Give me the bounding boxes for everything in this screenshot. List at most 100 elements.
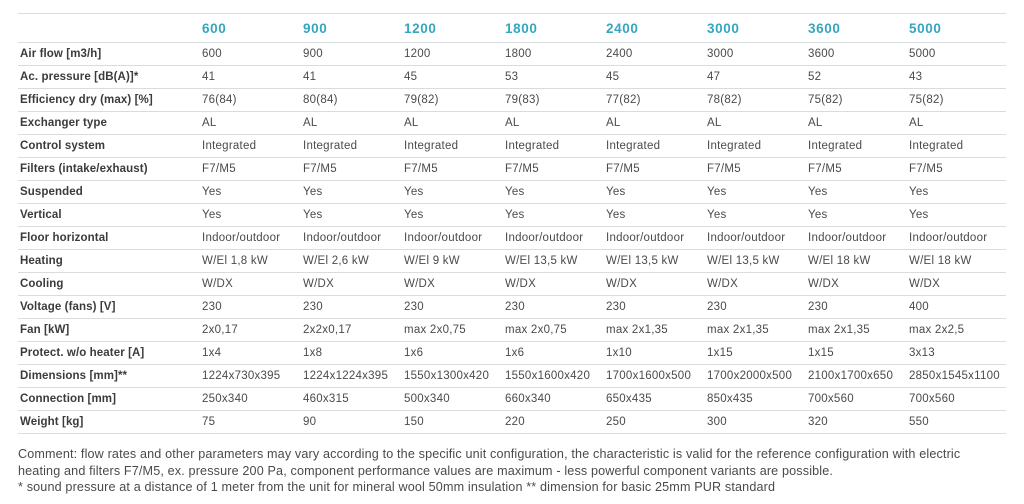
table-header-row: 600 900 1200 1800 2400 3000 3600 5000 <box>18 14 1006 43</box>
table-cell: W/El 13,5 kW <box>707 255 780 267</box>
table-cell: 1x10 <box>606 347 632 359</box>
table-row-10: Heating W/El 1,8 kW W/El 2,6 kW W/El 9 kW W/… <box>18 250 1006 273</box>
table-cell: F7/M5 <box>505 163 539 175</box>
table-cell: Yes <box>505 209 525 221</box>
table-cell: 90 <box>303 416 317 428</box>
table-cell: Yes <box>707 209 727 221</box>
table-cell: 1550x1600x420 <box>505 370 591 382</box>
comment-line-2: heating and filters F7/M5, ex. pressure … <box>18 463 834 478</box>
table-cell: F7/M5 <box>909 163 943 175</box>
table-cell: 45 <box>404 71 418 83</box>
table-cell: 52 <box>808 71 822 83</box>
table-cell: 2100x1700x650 <box>808 370 894 382</box>
table-cell: F7/M5 <box>202 163 236 175</box>
table-cell: 230 <box>505 301 525 313</box>
row-label: Control system <box>20 140 106 152</box>
table-cell: F7/M5 <box>808 163 842 175</box>
table-cell: Integrated <box>404 140 459 152</box>
table-cell: Yes <box>303 186 323 198</box>
row-label: Efficiency dry (max) [%] <box>20 94 153 106</box>
table-cell: 47 <box>707 71 721 83</box>
table-cell: 75(82) <box>808 94 843 106</box>
table-cell: Indoor/outdoor <box>606 232 685 244</box>
table-cell: 1x15 <box>808 347 834 359</box>
table-row-12: Voltage (fans) [V] 230 230 230 230 230 230 230 4… <box>18 296 1006 319</box>
table-cell: max 2x0,75 <box>404 324 466 336</box>
table-cell: 550 <box>909 416 929 428</box>
table-cell: Yes <box>404 209 424 221</box>
table-cell: AL <box>303 117 318 129</box>
table-cell: Yes <box>606 209 626 221</box>
table-cell: F7/M5 <box>707 163 741 175</box>
table-cell: 500x340 <box>404 393 450 405</box>
table-cell: W/DX <box>404 278 436 290</box>
table-cell: 1224x730x395 <box>202 370 281 382</box>
table-cell: W/El 13,5 kW <box>606 255 679 267</box>
table-cell: 76(84) <box>202 94 237 106</box>
table-cell: AL <box>909 117 924 129</box>
column-header-8: 5000 <box>909 20 942 36</box>
table-cell: 700x560 <box>909 393 955 405</box>
table-cell: 700x560 <box>808 393 854 405</box>
comment-line-3: * sound pressure at a distance of 1 mete… <box>18 480 776 494</box>
table-cell: 79(83) <box>505 94 540 106</box>
table-cell: 5000 <box>909 48 936 60</box>
table-cell: 230 <box>707 301 727 313</box>
spec-table: 600 900 1200 1800 2400 3000 3600 5000 Air flow … <box>18 13 1006 434</box>
table-cell: 1x8 <box>303 347 323 359</box>
table-row-15: Dimensions [mm]** 1224x730x395 1224x1224x3… <box>18 365 1006 388</box>
table-cell: AL <box>707 117 722 129</box>
table-cell: 80(84) <box>303 94 338 106</box>
table-cell: 53 <box>505 71 519 83</box>
table-row-3: Efficiency dry (max) [%] 76(84) 80(84) 79(8… <box>18 89 1006 112</box>
table-cell: Indoor/outdoor <box>707 232 786 244</box>
row-label: Ac. pressure [dB(A)]* <box>20 71 139 83</box>
table-cell: W/DX <box>505 278 537 290</box>
table-cell: 230 <box>303 301 323 313</box>
row-label: Filters (intake/exhaust) <box>20 163 148 175</box>
table-cell: W/DX <box>707 278 739 290</box>
table-cell: F7/M5 <box>606 163 640 175</box>
table-cell: 43 <box>909 71 923 83</box>
column-header-1: 600 <box>202 20 227 36</box>
table-cell: 900 <box>303 48 323 60</box>
table-cell: 1x4 <box>202 347 222 359</box>
table-cell: Yes <box>606 186 626 198</box>
table-cell: Indoor/outdoor <box>909 232 988 244</box>
row-label: Voltage (fans) [V] <box>20 301 116 313</box>
table-cell: Yes <box>808 209 828 221</box>
table-cell: max 2x1,35 <box>707 324 769 336</box>
table-cell: Integrated <box>808 140 863 152</box>
table-cell: 41 <box>303 71 317 83</box>
table-cell: Yes <box>505 186 525 198</box>
table-cell: 75(82) <box>909 94 944 106</box>
table-cell: 41 <box>202 71 216 83</box>
table-cell: Yes <box>303 209 323 221</box>
table-cell: Integrated <box>909 140 964 152</box>
table-cell: 850x435 <box>707 393 753 405</box>
table-cell: 1700x1600x500 <box>606 370 692 382</box>
table-cell: 250 <box>606 416 626 428</box>
table-cell: 2x2x0,17 <box>303 324 352 336</box>
table-cell: max 2x2,5 <box>909 324 965 336</box>
table-cell: W/DX <box>303 278 335 290</box>
row-label: Connection [mm] <box>20 393 117 405</box>
table-row-6: Filters (intake/exhaust) F7/M5 F7/M5 F7/M5 F… <box>18 158 1006 181</box>
row-label: Suspended <box>20 186 83 198</box>
table-cell: 230 <box>202 301 222 313</box>
table-row-17: Weight [kg] 75 90 150 220 250 300 320 550 <box>18 411 1006 434</box>
table-cell: 1x6 <box>404 347 424 359</box>
table-cell: 460x315 <box>303 393 349 405</box>
table-cell: 1550x1300x420 <box>404 370 490 382</box>
table-cell: 45 <box>606 71 620 83</box>
table-cell: Yes <box>909 186 929 198</box>
table-cell: Indoor/outdoor <box>202 232 281 244</box>
table-cell: W/El 13,5 kW <box>505 255 578 267</box>
table-row-14: Protect. w/o heater [A] 1x4 1x8 1x6 1x6 1x10 1… <box>18 342 1006 365</box>
table-cell: 78(82) <box>707 94 742 106</box>
row-label: Protect. w/o heater [A] <box>20 347 145 359</box>
table-cell: W/El 18 kW <box>808 255 871 267</box>
table-cell: 230 <box>606 301 626 313</box>
table-row-8: Vertical Yes Yes Yes Yes Yes Yes Yes Yes <box>18 204 1006 227</box>
row-label: Weight [kg] <box>20 416 84 428</box>
